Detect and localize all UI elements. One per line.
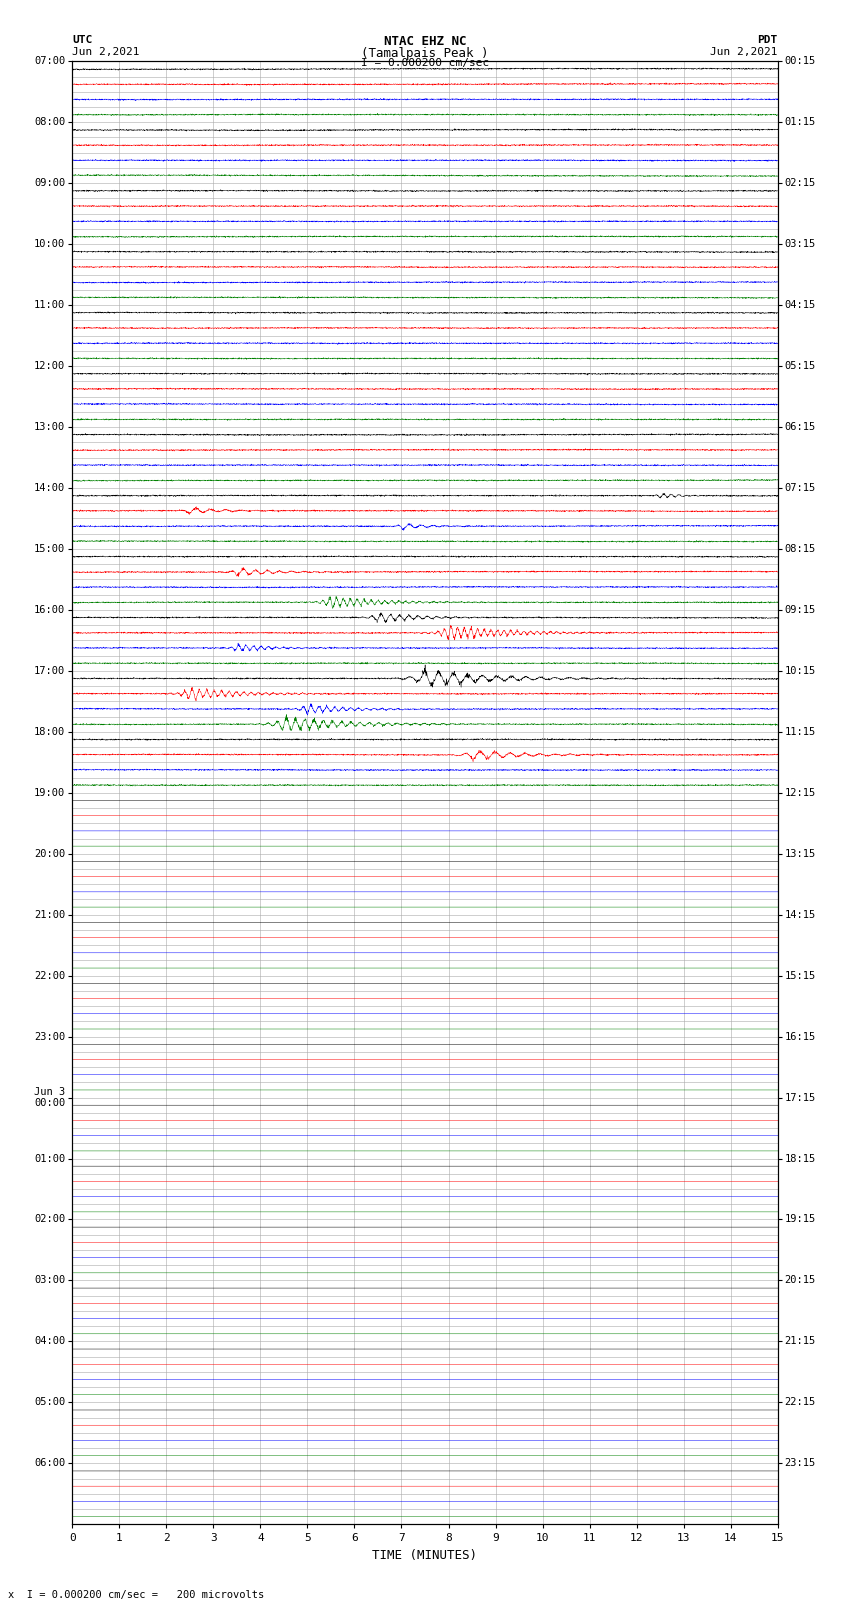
Text: NTAC EHZ NC: NTAC EHZ NC [383,35,467,48]
Text: Jun 2,2021: Jun 2,2021 [711,47,778,56]
X-axis label: TIME (MINUTES): TIME (MINUTES) [372,1548,478,1561]
Text: (Tamalpais Peak ): (Tamalpais Peak ) [361,47,489,60]
Text: Jun 2,2021: Jun 2,2021 [72,47,139,56]
Text: UTC: UTC [72,35,93,45]
Text: I = 0.000200 cm/sec: I = 0.000200 cm/sec [361,58,489,68]
Text: PDT: PDT [757,35,778,45]
Text: x  I = 0.000200 cm/sec =   200 microvolts: x I = 0.000200 cm/sec = 200 microvolts [8,1590,264,1600]
